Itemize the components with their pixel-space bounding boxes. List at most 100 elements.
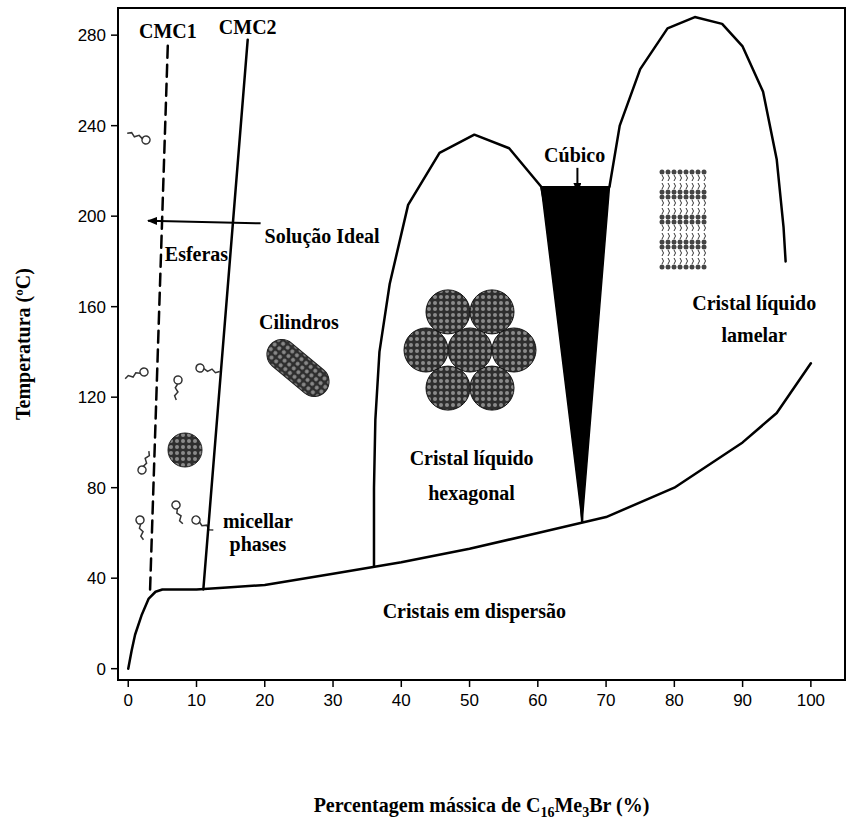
- lipid-tail: [698, 258, 700, 264]
- y-axis-title: Temperatura (ºC): [12, 268, 35, 420]
- lipid-tail: [704, 183, 706, 189]
- x-axis: 0102030405060708090100: [124, 680, 826, 710]
- lipid-head: [696, 170, 701, 175]
- surfactant-head: [195, 363, 204, 372]
- y-tick: [111, 125, 118, 127]
- lipid-head: [672, 215, 677, 220]
- y-tick-label: 200: [78, 207, 106, 226]
- lipid-tail: [686, 225, 688, 231]
- annotation: Esferas: [165, 243, 229, 265]
- lipid-head: [672, 195, 677, 200]
- lipid-head: [702, 170, 707, 175]
- hexagonal-rod-icon: [426, 366, 470, 410]
- lipid-tail: [686, 200, 688, 206]
- y-tick: [111, 215, 118, 217]
- lipid-head: [672, 220, 677, 225]
- lipid-head: [660, 170, 665, 175]
- x-tick-label: 20: [255, 691, 274, 710]
- lipid-tail: [662, 233, 664, 239]
- lipid-head: [678, 265, 683, 270]
- surfactant-icon: [171, 500, 187, 525]
- y-tick-label: 0: [97, 660, 106, 679]
- x-tick-label: 0: [124, 691, 133, 710]
- lipid-head: [678, 190, 683, 195]
- annotation-arrow: [148, 221, 261, 224]
- lipid-tail: [698, 233, 700, 239]
- lipid-tail: [692, 208, 694, 214]
- lipid-tail: [662, 258, 664, 264]
- surfactant-head: [171, 500, 181, 510]
- lipid-head: [672, 190, 677, 195]
- lipid-tail: [668, 208, 670, 214]
- x-tick-label: 30: [324, 691, 343, 710]
- lipid-tail: [698, 183, 700, 189]
- lipid-head: [660, 240, 665, 245]
- x-tick-label: 40: [392, 691, 411, 710]
- series-label: CMC2: [219, 16, 277, 38]
- hexagonal-rod-icon: [404, 328, 448, 372]
- x-tick-label: 90: [733, 691, 752, 710]
- lipid-head: [672, 265, 677, 270]
- lipid-head: [678, 240, 683, 245]
- y-tick: [111, 34, 118, 36]
- lipid-head: [678, 245, 683, 250]
- lipid-tail: [662, 225, 664, 231]
- lipid-tail: [674, 225, 676, 231]
- lipid-head: [702, 265, 707, 270]
- lipid-head: [660, 190, 665, 195]
- lipid-tail: [698, 208, 700, 214]
- text-part: Percentagem mássica de C: [314, 794, 541, 817]
- lipid-head: [684, 195, 689, 200]
- lipid-head: [684, 170, 689, 175]
- phase-boundary: [150, 44, 168, 589]
- annotation: Solução Ideal: [265, 225, 380, 248]
- x-tick: [674, 680, 676, 687]
- hexagonal-rod-icon: [426, 290, 470, 334]
- x-tick: [469, 680, 471, 687]
- hexagonal-rod-icon: [492, 328, 536, 372]
- surfactant-icon: [191, 515, 216, 534]
- lipid-tail: [674, 175, 676, 181]
- y-tick: [111, 306, 118, 308]
- x-tick: [196, 680, 198, 687]
- y-tick-label: 120: [78, 388, 106, 407]
- lipid-tail: [698, 250, 700, 256]
- lipid-head: [660, 245, 665, 250]
- series-labels: CMC1CMC2: [139, 16, 277, 43]
- annotation: Cilindros: [259, 311, 339, 333]
- surfactant-tail: [198, 521, 213, 532]
- lipid-head: [690, 215, 695, 220]
- lipid-tail: [662, 200, 664, 206]
- lipid-head: [690, 220, 695, 225]
- lipid-tail: [692, 250, 694, 256]
- surfactant-head: [139, 367, 149, 377]
- lipid-head: [684, 240, 689, 245]
- lipid-head: [666, 190, 671, 195]
- y-tick-label: 160: [78, 298, 106, 317]
- lipid-head: [678, 170, 683, 175]
- lipid-tail: [662, 250, 664, 256]
- lipid-tail: [686, 250, 688, 256]
- annotation: Cristal líquido: [692, 292, 816, 315]
- lipid-head: [684, 245, 689, 250]
- lipid-head: [666, 240, 671, 245]
- x-tick-label: 70: [597, 691, 616, 710]
- lipid-head: [666, 170, 671, 175]
- y-tick: [111, 487, 118, 489]
- y-axis: 04080120160200240280: [78, 26, 118, 679]
- lipid-head: [684, 190, 689, 195]
- x-tick-label: 60: [528, 691, 547, 710]
- annotation: phases: [230, 533, 287, 556]
- lipid-tail: [674, 200, 676, 206]
- hexagonal-rod-icon: [470, 366, 514, 410]
- y-tick: [111, 668, 118, 670]
- surfactant-icon: [137, 450, 153, 475]
- lipid-tail: [692, 183, 694, 189]
- lipid-tail: [686, 258, 688, 264]
- plot-frame: [118, 8, 845, 680]
- lipid-tail: [686, 183, 688, 189]
- lipid-tail: [662, 208, 664, 214]
- surfactant-tail: [139, 524, 145, 540]
- lipid-head: [684, 265, 689, 270]
- lipid-tail: [692, 258, 694, 264]
